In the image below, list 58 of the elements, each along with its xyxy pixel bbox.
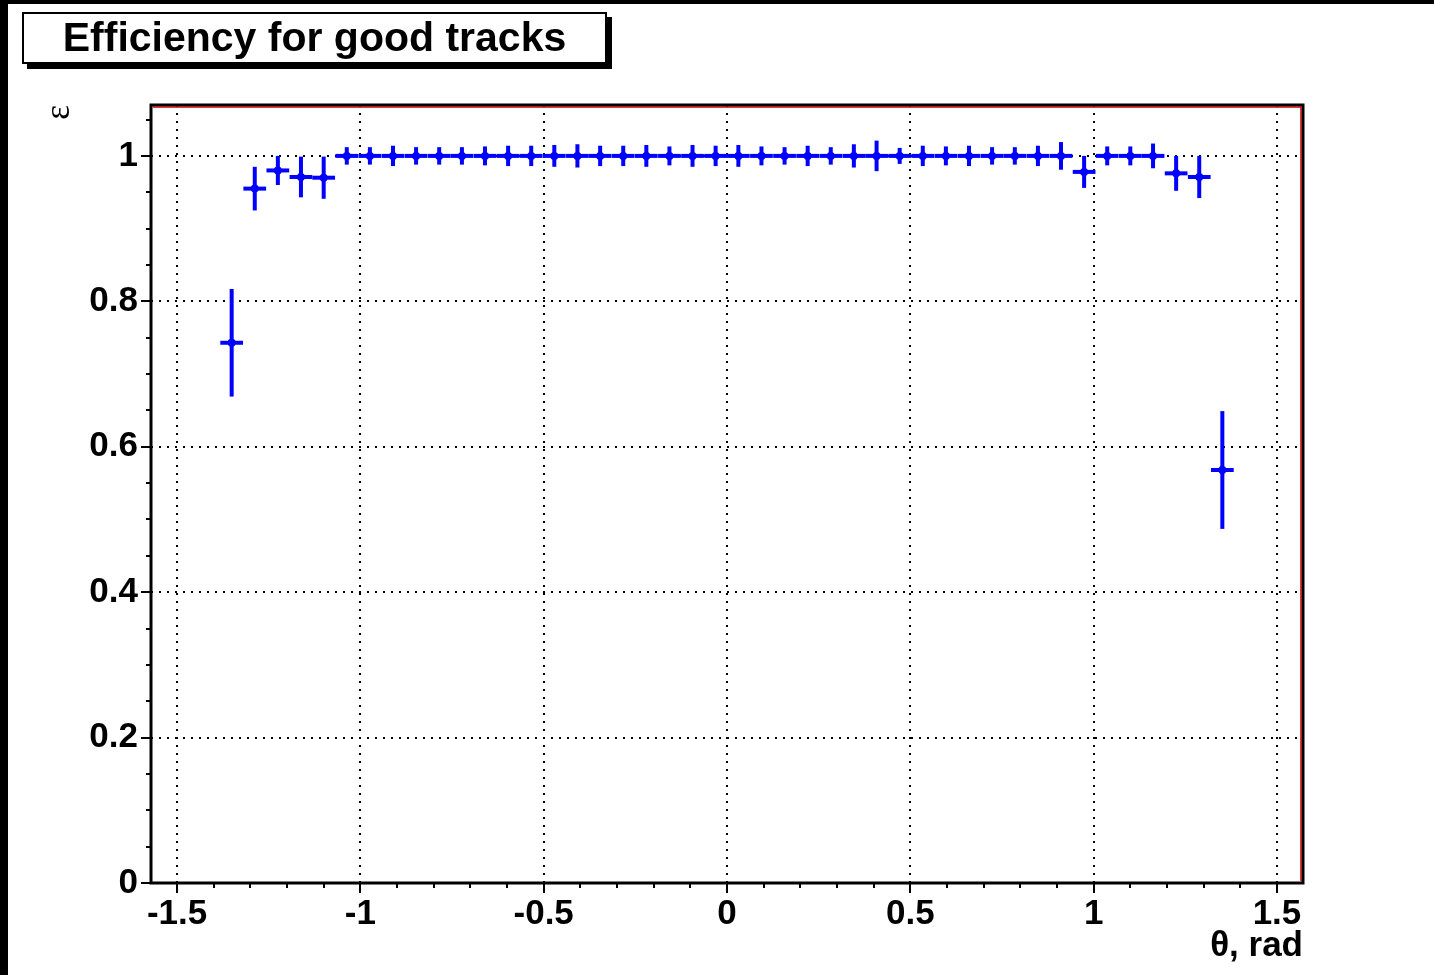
- point: [941, 151, 950, 160]
- point: [665, 151, 674, 160]
- point: [227, 338, 236, 347]
- point: [803, 151, 812, 160]
- point: [504, 151, 513, 160]
- x-tick-label: 0.5: [885, 891, 935, 931]
- point: [273, 166, 282, 175]
- point: [780, 151, 789, 160]
- point: [412, 151, 421, 160]
- chart-title: Efficiency for good tracks: [22, 12, 607, 64]
- point: [296, 172, 305, 181]
- point: [342, 151, 351, 160]
- y-axis-title: ε: [38, 105, 77, 120]
- x-tick-label: 0: [717, 891, 737, 931]
- point: [619, 151, 628, 160]
- point: [988, 151, 997, 160]
- point: [388, 151, 397, 160]
- point: [1033, 151, 1042, 160]
- point: [711, 151, 720, 160]
- point: [895, 151, 904, 160]
- y-tick-label: 0.2: [89, 715, 138, 755]
- y-tick-label: 0.6: [89, 424, 138, 464]
- point: [250, 184, 259, 193]
- point: [319, 173, 328, 182]
- point: [642, 151, 651, 160]
- point: [457, 151, 466, 160]
- x-tick-label: -1: [344, 891, 376, 931]
- point: [435, 151, 444, 160]
- point: [734, 151, 743, 160]
- point: [1172, 169, 1181, 178]
- point: [527, 151, 536, 160]
- point: [757, 151, 766, 160]
- point: [1103, 151, 1112, 160]
- point: [964, 151, 973, 160]
- point: [1195, 172, 1204, 181]
- y-tick-label: 0: [118, 860, 138, 900]
- y-tick-label: 0.4: [89, 569, 139, 609]
- point: [596, 151, 605, 160]
- y-tick-label: 1: [118, 133, 138, 173]
- point: [1149, 151, 1158, 160]
- point: [688, 151, 697, 160]
- point: [481, 151, 490, 160]
- point: [573, 151, 582, 160]
- point: [1126, 151, 1135, 160]
- point: [1080, 167, 1089, 176]
- x-tick-label: -0.5: [513, 891, 574, 931]
- x-tick-label: -1.5: [146, 891, 208, 931]
- point: [1057, 151, 1066, 160]
- x-tick-label: 1: [1083, 891, 1104, 931]
- point: [550, 151, 559, 160]
- point: [872, 151, 881, 160]
- point: [1010, 151, 1019, 160]
- point: [918, 151, 927, 160]
- point: [849, 151, 858, 160]
- point: [365, 151, 374, 160]
- point: [1218, 466, 1227, 475]
- y-tick-label: 0.8: [89, 278, 138, 318]
- point: [826, 151, 835, 160]
